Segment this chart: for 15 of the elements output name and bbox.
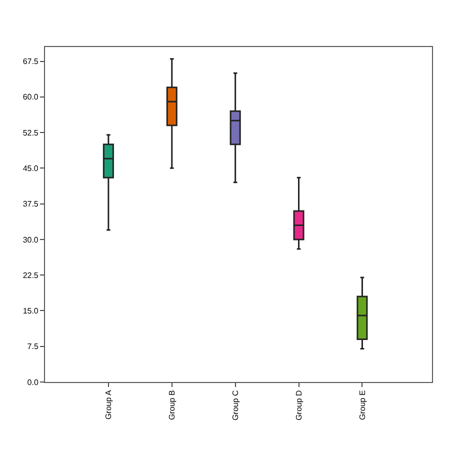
x-tick-label: Group A — [104, 390, 114, 420]
y-tick-label: 15.0 — [22, 306, 39, 316]
x-tick-label: Group E — [358, 390, 367, 420]
x-tick-label: Group B — [167, 390, 176, 420]
y-tick-label: 7.5 — [27, 342, 39, 352]
y-tick-label: 22.5 — [22, 270, 39, 280]
y-tick-label: 30.0 — [22, 235, 39, 244]
y-tick-label: 45.0 — [22, 164, 39, 173]
y-tick-label: 37.5 — [22, 200, 39, 209]
y-tick-label: 60.0 — [22, 92, 39, 102]
x-tick-label: Group C — [230, 390, 240, 420]
y-tick-label: 0.0 — [27, 378, 39, 387]
x-tick-label: Group D — [294, 390, 304, 420]
y-tick-label: 52.5 — [22, 128, 39, 138]
y-tick-label: 67.5 — [22, 57, 39, 66]
